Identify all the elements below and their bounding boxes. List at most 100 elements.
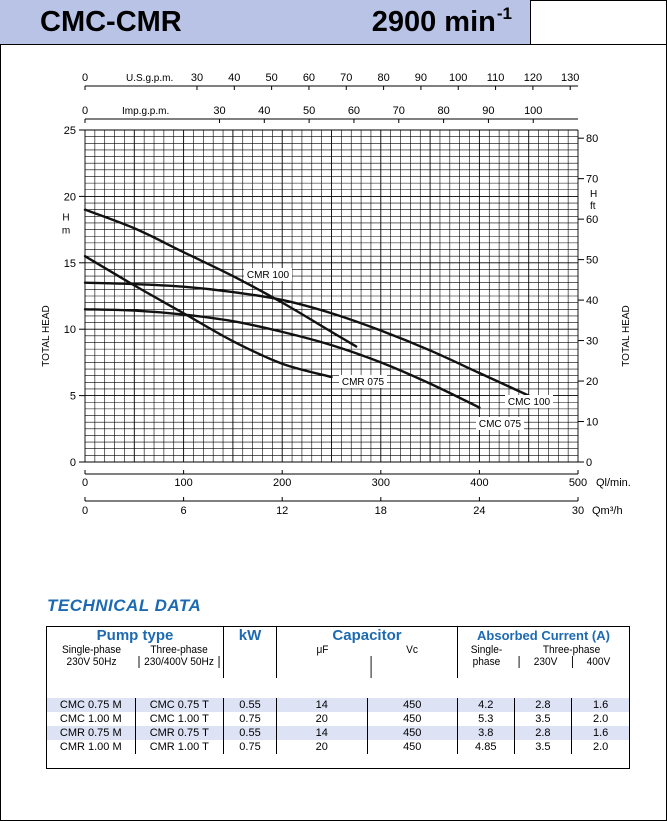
x-tick-label-impgpm: 100 <box>524 105 542 117</box>
uf-header: μF <box>279 644 364 678</box>
absorbed-current-header: Absorbed Current (A) <box>457 626 630 644</box>
absorbed-three-header: Three-phase 230V 400V <box>518 644 625 678</box>
x-tick-label-usgpm: 60 <box>303 72 315 84</box>
table-cell: 2.8 <box>513 698 572 712</box>
x-tick-label-m3h: 24 <box>473 505 485 517</box>
x-tick-label-usgpm: 130 <box>561 72 579 84</box>
absorbed-single-line1: Single- <box>470 644 502 656</box>
y-axis-title-left: TOTAL HEAD <box>41 305 52 367</box>
speed-title: 2900 min-1 <box>372 4 512 39</box>
table-cell: CMR 1.00 T <box>134 740 224 754</box>
x-axis-title-impgpm: Imp.g.p.m. <box>122 106 169 117</box>
x-tick-label-usgpm: 70 <box>340 72 352 84</box>
x-tick-label-impgpm: 40 <box>258 105 270 117</box>
x-tick-label-m3h: 0 <box>82 505 88 517</box>
curve-label-bg <box>339 375 387 388</box>
vc-header: Vc <box>370 644 454 678</box>
y-axis-title-right: TOTAL HEAD <box>621 305 632 367</box>
curve-label-bg <box>244 268 292 281</box>
table-cell: 3.8 <box>457 726 514 740</box>
x-axis-title-usgpm: U.S.g.p.m. <box>126 73 173 84</box>
table-cell: 0.75 <box>223 712 277 726</box>
y-unit-right-ft: ft <box>590 201 596 212</box>
table-cell: CMC 0.75 M <box>46 698 135 712</box>
y-tick-label-left: 0 <box>70 457 76 469</box>
table-cell: 0.55 <box>223 726 277 740</box>
table-cell: CMR 0.75 M <box>46 726 135 740</box>
x-tick-label-impgpm: 90 <box>482 105 494 117</box>
table-cell: 450 <box>366 698 458 712</box>
x-tick-label-impgpm: 30 <box>213 105 225 117</box>
y-tick-label-left: 10 <box>64 324 76 336</box>
x-tick-label-usgpm: 80 <box>377 72 389 84</box>
table-cell: CMC 0.75 T <box>134 698 224 712</box>
table-row: CMR 0.75 M CMR 0.75 T 0.55 14 450 3.8 2.8 1.6 <box>46 726 630 740</box>
x-tick-label-usgpm: 0 <box>82 72 88 84</box>
table-cell: 1.6 <box>571 726 630 740</box>
table-cell: 3.5 <box>513 740 572 754</box>
y-tick-label-right: 0 <box>586 457 592 469</box>
y-tick-label-right: 40 <box>586 295 598 307</box>
three-phase-spec: 230/400V 50Hz <box>138 656 220 668</box>
page-header: CMC-CMR 2900 min-1 <box>0 0 531 45</box>
table-cell: 20 <box>276 712 367 726</box>
y-tick-label-right: 80 <box>586 133 598 145</box>
table-cell: 20 <box>276 740 367 754</box>
kw-header: kW <box>223 626 277 644</box>
x-tick-label-impgpm: 80 <box>437 105 449 117</box>
technical-data-table: Pump type kW Capacitor Absorbed Current … <box>46 626 630 769</box>
absorbed-400v: 400V <box>586 656 611 668</box>
single-phase-label: Single-phase <box>61 644 121 656</box>
y-tick-label-right: 20 <box>586 376 598 388</box>
table-cell: 2.8 <box>513 726 572 740</box>
technical-data-title: TECHNICAL DATA <box>47 596 202 615</box>
x-tick-label-impgpm: 60 <box>348 105 360 117</box>
header-rule <box>530 44 667 45</box>
x-axis-title-m3h: Qm³/h <box>592 505 623 517</box>
x-tick-label-lmin: 500 <box>569 477 587 489</box>
table-cell: CMR 1.00 M <box>59 741 122 753</box>
x-tick-label-m3h: 18 <box>375 505 387 517</box>
absorbed-230v: 230V <box>518 656 573 668</box>
absorbed-single-header: Single-phase <box>459 644 512 678</box>
single-phase-header: Single-phase 230V 50Hz <box>50 644 131 678</box>
table-cell: 4.85 <box>457 740 514 754</box>
table-cell: 0.75 <box>223 740 277 754</box>
technical-data-rows: CMC 0.75 M CMC 0.75 T 0.55 14 450 4.2 2.8 1.6 CM… <box>46 698 630 754</box>
curve-label-bg <box>476 417 524 430</box>
table-row: CMC 0.75 M CMC 0.75 T 0.55 14 450 4.2 2.8 1.6 <box>46 698 630 712</box>
x-tick-label-lmin: 400 <box>470 477 488 489</box>
y-tick-label-left: 5 <box>70 391 76 403</box>
table-row: CMR 1.00 M CMR 1.00 T 0.75 20 450 4.85 3.5 2.0 <box>47 740 630 754</box>
table-cell: 0.55 <box>223 698 277 712</box>
absorbed-single-line2: phase <box>472 656 500 668</box>
curve-cmr-075 <box>83 254 333 379</box>
table-cell: 14 <box>276 698 367 712</box>
table-cell: 450 <box>366 712 458 726</box>
table-cell: 1.6 <box>571 698 630 712</box>
x-tick-label-usgpm: 90 <box>415 72 427 84</box>
x-tick-label-m3h: 12 <box>276 505 288 517</box>
table-cell: 450 <box>366 726 458 740</box>
three-phase-label: Three-phase <box>150 644 208 656</box>
x-tick-label-impgpm: 0 <box>82 105 88 117</box>
y-unit-left-m: m <box>62 226 70 237</box>
curve-label: CMC 100 <box>508 397 551 408</box>
table-cell: 4.2 <box>457 698 514 712</box>
curve-cmc-100 <box>83 281 530 397</box>
table-cell: CMC 1.00 M <box>59 713 122 725</box>
curve-label: CMR 075 <box>342 377 385 388</box>
table-cell: 2.0 <box>571 740 630 754</box>
table-cell: 5.3 <box>457 712 514 726</box>
curve-cmc-075 <box>83 308 481 409</box>
x-tick-label-lmin: 0 <box>82 477 88 489</box>
y-tick-label-left: 25 <box>64 125 76 137</box>
x-tick-label-lmin: 300 <box>372 477 390 489</box>
x-tick-label-usgpm: 40 <box>228 72 240 84</box>
y-tick-label-right: 30 <box>586 336 598 348</box>
table-cell: CMR 0.75 T <box>134 726 224 740</box>
table-row: CMC 1.00 M CMC 1.00 T 0.75 20 450 5.3 3.5 2.0 <box>47 712 630 726</box>
x-tick-label-impgpm: 70 <box>393 105 405 117</box>
table-cell: 3.5 <box>513 712 572 726</box>
y-tick-label-right: 70 <box>586 174 598 186</box>
